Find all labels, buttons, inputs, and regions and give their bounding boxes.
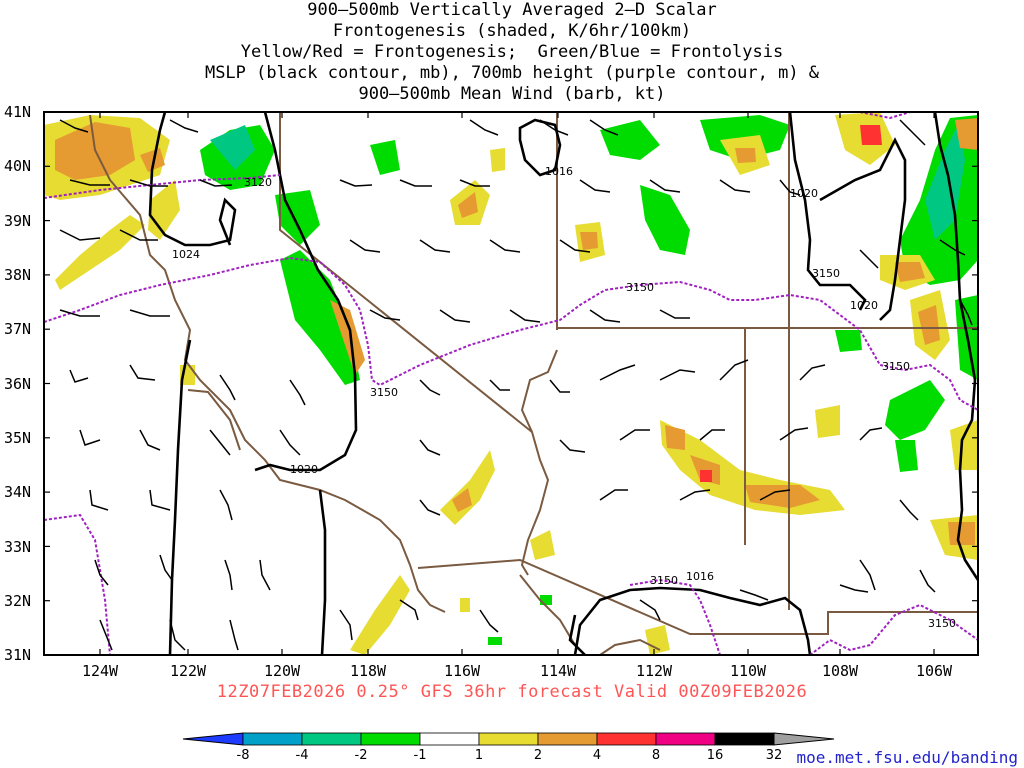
colorbar-label: 1 xyxy=(475,748,483,763)
credit-link[interactable]: moe.met.fsu.edu/banding xyxy=(796,748,1018,767)
lon-label: 122W xyxy=(170,662,207,680)
height-label: 3150 xyxy=(370,386,398,399)
colorbar-swatch xyxy=(596,732,657,746)
colorbar-label: 32 xyxy=(766,748,783,763)
mslp-label: 1020 xyxy=(850,299,878,312)
colorbar-label: -8 xyxy=(237,748,250,763)
axis-ticks xyxy=(44,111,978,656)
lon-label: 108W xyxy=(822,662,859,680)
wind-barbs xyxy=(59,119,973,651)
colorbar-swatch xyxy=(182,732,244,746)
title-line-1: 900–500mb Vertically Averaged 2–D Scalar xyxy=(307,0,717,20)
colorbar-label: -1 xyxy=(414,748,427,763)
lat-label: 32N xyxy=(4,592,31,610)
height-label: 3150 xyxy=(626,281,654,294)
lon-label: 114W xyxy=(540,662,577,680)
lon-label: 120W xyxy=(264,662,301,680)
colorbar-label: 16 xyxy=(707,748,724,763)
contour-labels: 1016 1020 1024 1020 1020 1016 3120 3150 … xyxy=(172,165,956,630)
mslp-label: 1020 xyxy=(790,187,818,200)
lon-label: 116W xyxy=(444,662,481,680)
title-line-4: MSLP (black contour, mb), 700mb height (… xyxy=(204,63,820,83)
colorbar-label: 2 xyxy=(534,748,542,763)
geographic-borders xyxy=(89,112,978,656)
lat-label: 37N xyxy=(4,320,31,338)
height-label: 3150 xyxy=(650,574,678,587)
lon-label: 112W xyxy=(636,662,673,680)
colorbar-swatch xyxy=(360,732,421,746)
height-label: 3150 xyxy=(812,267,840,280)
colorbar-swatch xyxy=(478,732,539,746)
lat-label: 35N xyxy=(4,429,31,447)
lat-label: 33N xyxy=(4,538,31,556)
mslp-contours xyxy=(148,111,980,656)
lat-label: 40N xyxy=(4,157,31,175)
height-label: 3150 xyxy=(882,360,910,373)
colorbar-label: 4 xyxy=(593,748,601,763)
colorbar-label: -2 xyxy=(355,748,368,763)
mslp-label: 1016 xyxy=(686,570,714,583)
lon-label: 124W xyxy=(82,662,119,680)
lat-label: 41N xyxy=(4,103,31,121)
colorbar-label: 8 xyxy=(652,748,660,763)
colorbar: -8 -4 -2 -1 1 2 4 8 16 32 xyxy=(182,732,835,763)
lon-label: 118W xyxy=(350,662,387,680)
lat-label: 34N xyxy=(4,483,31,501)
colorbar-swatch xyxy=(242,732,303,746)
lat-label: 39N xyxy=(4,212,31,230)
colorbar-swatch xyxy=(714,732,775,746)
colorbar-swatch xyxy=(301,732,362,746)
title-block: 900–500mb Vertically Averaged 2–D Scalar… xyxy=(0,0,1024,105)
title-line-2: Frontogenesis (shaded, K/6hr/100km) xyxy=(332,21,692,41)
title-line-5: 900–500mb Mean Wind (barb, kt) xyxy=(358,84,666,104)
colorbar-swatch xyxy=(537,732,598,746)
lat-label: 38N xyxy=(4,266,31,284)
latitude-labels: 41N 40N 39N 38N 37N 36N 35N 34N 33N 32N … xyxy=(4,103,31,664)
mslp-label: 1016 xyxy=(545,165,573,178)
lon-label: 110W xyxy=(730,662,767,680)
plot-area xyxy=(44,112,978,655)
mslp-label: 1024 xyxy=(172,248,200,261)
lat-label: 36N xyxy=(4,375,31,393)
height-contours xyxy=(43,111,979,656)
height-label: 3120 xyxy=(244,176,272,189)
colorbar-label: -4 xyxy=(296,748,309,763)
mslp-label: 1020 xyxy=(290,463,318,476)
lon-label: 106W xyxy=(916,662,953,680)
colorbar-swatch xyxy=(419,732,480,746)
height-label: 3150 xyxy=(928,617,956,630)
colorbar-swatch xyxy=(773,732,835,746)
colorbar-swatch xyxy=(655,732,716,746)
valid-time-line: 12Z07FEB2026 0.25° GFS 36hr forecast Val… xyxy=(216,682,808,702)
title-line-3: Yellow/Red = Frontogenesis; Green/Blue =… xyxy=(240,42,784,62)
longitude-labels: 124W 122W 120W 118W 116W 114W 112W 110W … xyxy=(82,662,953,680)
lat-label: 31N xyxy=(4,646,31,664)
